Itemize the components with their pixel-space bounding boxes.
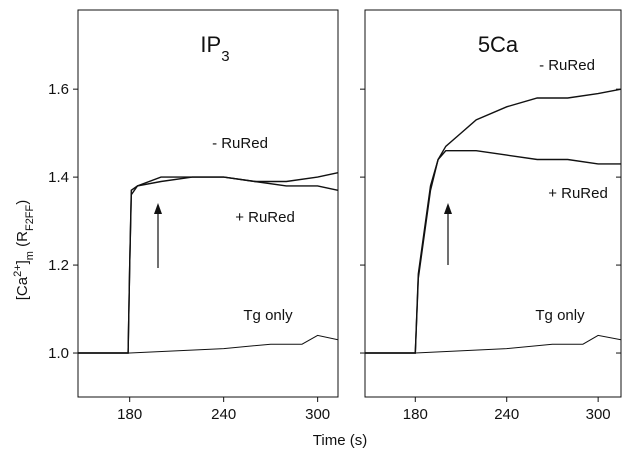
y-label-part: m <box>24 251 36 260</box>
y-tick-label: 1.2 <box>48 257 69 274</box>
y-label-part: ) <box>14 200 31 205</box>
y-label-part: (R <box>14 231 31 251</box>
x-tick-label: 300 <box>305 406 330 423</box>
y-label-part: F2FF <box>24 204 36 231</box>
series-label: - RuRed <box>212 135 268 152</box>
x-tick-label: 240 <box>494 406 519 423</box>
y-tick-label: 1.4 <box>48 169 69 186</box>
series-label: + RuRed <box>548 185 608 202</box>
x-tick-label: 180 <box>117 406 142 423</box>
panel-title-text: 5Ca <box>478 32 519 57</box>
trace <box>365 150 621 354</box>
y-tick-label: 1.6 <box>48 81 69 98</box>
trace <box>78 334 339 354</box>
x-tick-label: 240 <box>211 406 236 423</box>
panel-title: IP3 <box>200 32 229 65</box>
y-tick-label: 1.0 <box>48 345 69 362</box>
panel-title: 5Ca <box>478 32 519 57</box>
trace <box>78 176 339 354</box>
panel-title-subscript: 3 <box>221 48 229 65</box>
panel-title-text: IP <box>200 32 221 57</box>
y-axis-label: [Ca2+]m (RF2FF) <box>12 200 36 301</box>
x-tick-label: 300 <box>586 406 611 423</box>
trace <box>365 334 622 354</box>
series-label: + RuRed <box>235 209 295 226</box>
y-label-part: [Ca <box>14 276 31 300</box>
x-tick-label: 180 <box>403 406 428 423</box>
series-label: - RuRed <box>539 57 595 74</box>
series-label: Tg only <box>243 307 293 324</box>
series-label: Tg only <box>535 307 585 324</box>
trace <box>78 172 339 354</box>
plot-frame <box>77 9 339 398</box>
y-label-part: 2+ <box>12 264 24 277</box>
arrow <box>154 203 452 268</box>
y-label-part: ] <box>14 260 31 264</box>
x-axis-label: Time (s) <box>313 432 367 449</box>
plot-frame <box>364 9 622 398</box>
